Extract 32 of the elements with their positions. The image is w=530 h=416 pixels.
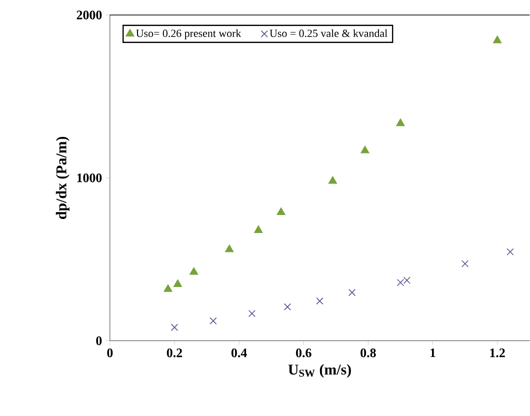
point [254, 226, 263, 234]
x-tick-label: 0.2 [166, 348, 182, 358]
point [360, 146, 370, 154]
point [316, 298, 324, 305]
point [190, 267, 198, 275]
point [225, 244, 234, 252]
y-axis-title: dp/dx (Pa/m) [56, 136, 70, 220]
x-tick-label: 1.2 [490, 348, 505, 358]
x-tick-label: 1 [430, 348, 436, 358]
y-tick-label: 2000 [76, 10, 102, 20]
x-tick-label: 0.6 [296, 348, 312, 358]
point [170, 324, 178, 332]
point [396, 118, 405, 126]
point [493, 36, 502, 44]
point [164, 284, 172, 292]
x-tick-label: 0.8 [360, 348, 376, 358]
point [276, 208, 286, 216]
legend-label: Uso= 0.26 present work [136, 30, 242, 40]
point [328, 176, 337, 184]
y-tick-label: 0 [96, 336, 102, 346]
point [284, 303, 292, 311]
point [348, 289, 356, 296]
point [210, 317, 217, 325]
legend-label: Uso = 0.25 vale & kvandal [270, 30, 388, 38]
x-tick-label: 0 [107, 348, 113, 358]
point [506, 248, 514, 256]
point [173, 280, 182, 288]
y-tick-label: 1000 [77, 174, 102, 182]
x-axis-title: U$_{SW}$ (m/s) [288, 364, 351, 378]
point [248, 310, 256, 318]
point [461, 260, 469, 268]
x-tick-label: 0.4 [231, 348, 247, 358]
